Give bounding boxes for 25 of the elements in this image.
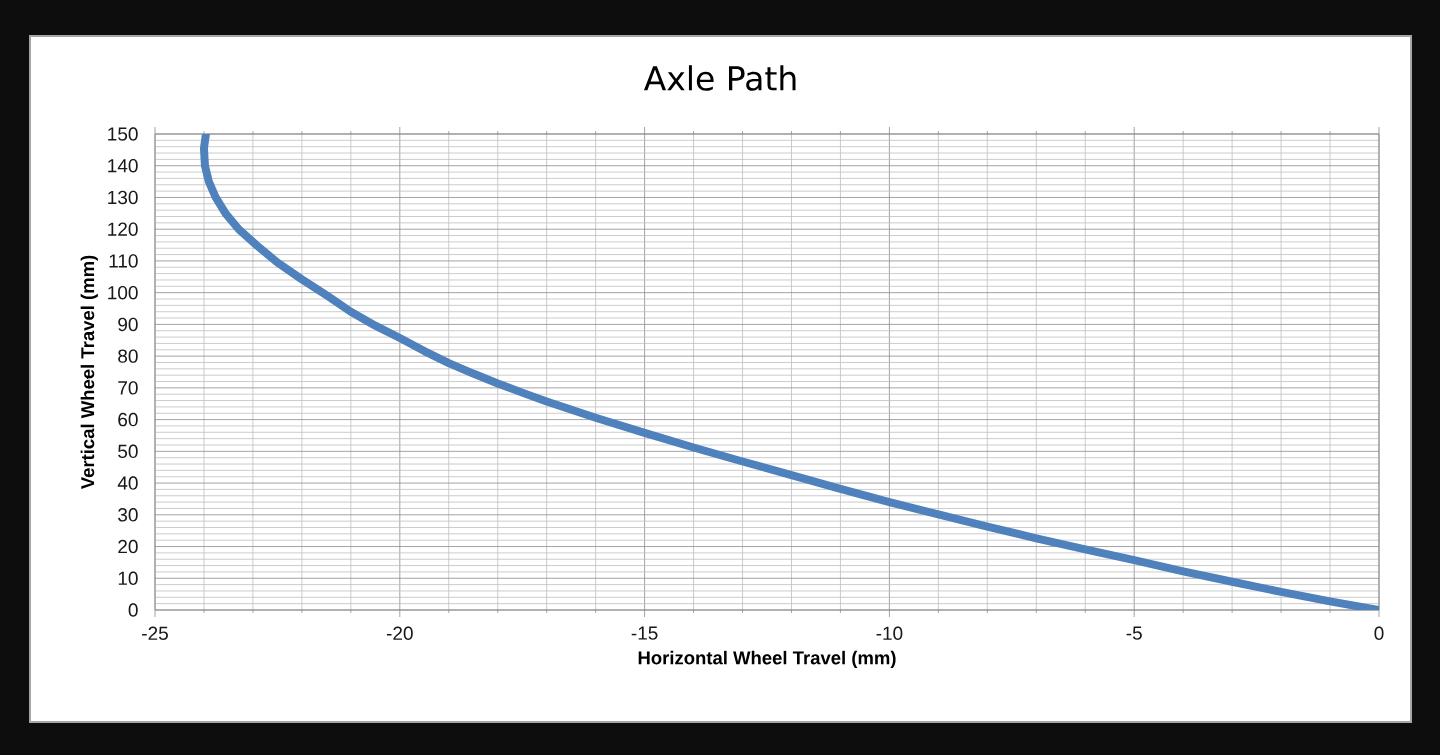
y-tick-label: 70 [118,381,138,395]
x-axis-title: Horizontal Wheel Travel (mm) [638,650,896,669]
y-tick-label: 60 [118,412,138,427]
y-tick-label: 120 [108,222,138,236]
y-tick-label: 150 [108,127,138,141]
y-tick-label: 50 [118,444,138,459]
chart-title: Axle Path [643,65,796,91]
y-tick-label: 110 [109,254,138,268]
y-tick-label: 0 [128,603,138,617]
y-axis-title: Vertical Wheel Travel (mm) [80,255,98,490]
y-tick-label: 20 [118,539,138,554]
y-tick-label: 100 [108,285,138,300]
x-tick-label: 0 [1374,626,1384,640]
y-tick-label: 30 [118,508,138,522]
x-tick-label: -25 [142,626,168,640]
y-tick-label: 80 [118,349,138,363]
y-tick-label: 130 [108,190,138,205]
x-tick-label: -20 [386,626,413,640]
x-tick-label: -10 [876,626,903,640]
y-tick-label: 40 [117,476,138,490]
x-tick-label: -15 [631,626,658,640]
y-tick-label: 140 [108,159,138,173]
y-tick-label: 10 [118,571,138,585]
y-tick-label: 90 [118,317,138,332]
x-tick-label: -5 [1126,626,1142,640]
